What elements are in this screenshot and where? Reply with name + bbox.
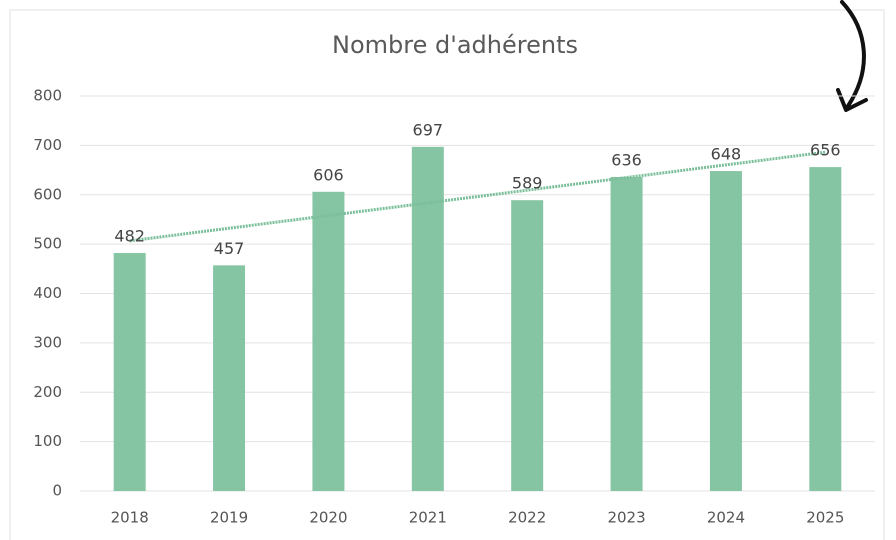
- x-tick-label: 2018: [111, 509, 149, 527]
- y-tick-label: 800: [33, 87, 62, 105]
- value-label: 457: [214, 239, 245, 258]
- bar: [312, 191, 345, 491]
- y-tick-label: 400: [33, 284, 62, 302]
- value-label: 606: [313, 165, 344, 184]
- x-tick-label: 2025: [806, 509, 844, 527]
- x-tick-label: 2019: [210, 509, 248, 527]
- bar: [511, 200, 544, 491]
- bar: [809, 167, 842, 491]
- value-label: 482: [114, 227, 145, 246]
- y-tick-label: 300: [33, 333, 62, 351]
- bar: [213, 265, 246, 491]
- y-tick-label: 700: [33, 136, 62, 154]
- value-label: 656: [810, 141, 841, 160]
- x-tick-label: 2022: [508, 509, 546, 527]
- x-tick-label: 2020: [309, 509, 347, 527]
- y-tick-label: 0: [52, 482, 62, 500]
- y-tick-label: 100: [33, 432, 62, 450]
- x-tick-label: 2021: [409, 509, 447, 527]
- y-tick-label: 600: [33, 185, 62, 203]
- arrow-head: [836, 88, 868, 112]
- y-tick-label: 200: [33, 383, 62, 401]
- bar: [709, 171, 742, 492]
- value-label: 636: [611, 150, 642, 169]
- value-label: 589: [512, 174, 543, 193]
- arrow: [840, 0, 866, 108]
- y-tick-label: 500: [33, 235, 62, 253]
- chart-title: Nombre d'adhérents: [332, 31, 578, 59]
- value-label: 697: [413, 120, 444, 139]
- x-tick-label: 2023: [607, 509, 645, 527]
- bar: [610, 176, 643, 491]
- x-tick-label: 2024: [707, 509, 745, 527]
- bar: [113, 253, 146, 491]
- bar: [411, 146, 444, 491]
- value-label: 648: [711, 145, 742, 164]
